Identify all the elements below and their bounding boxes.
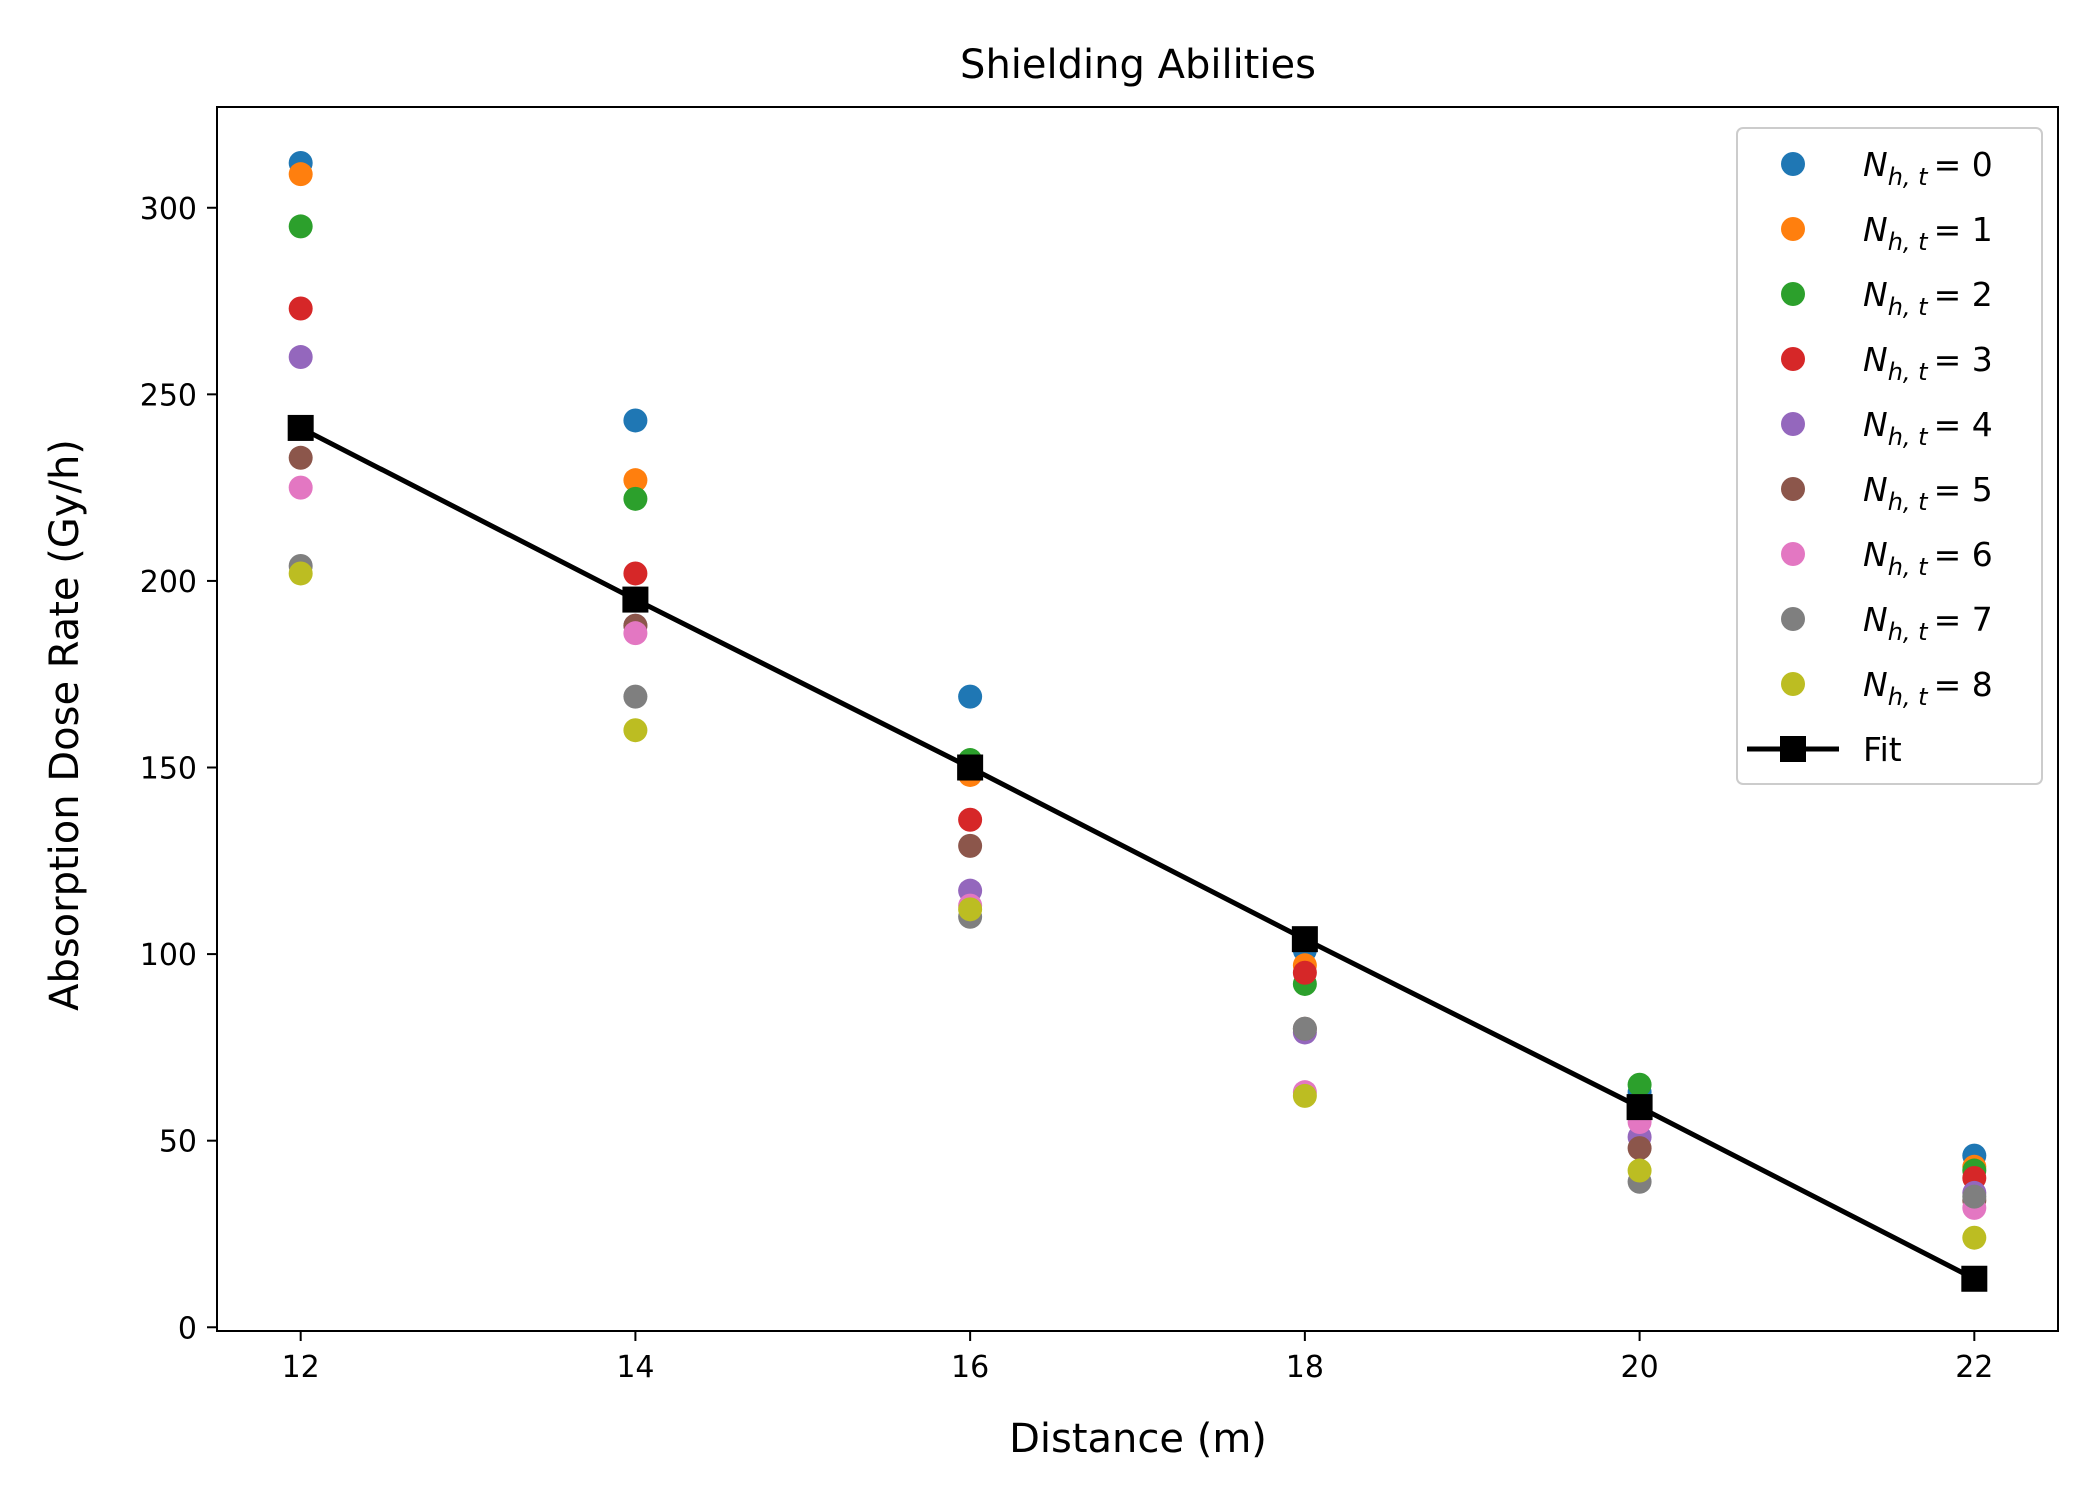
point-series-0-2	[958, 684, 983, 709]
y-tick-label-2: 100	[140, 938, 197, 973]
point-series-8-1	[623, 718, 648, 743]
series-0	[288, 150, 1987, 1168]
point-series-8-4	[1627, 1158, 1652, 1183]
legend-label-2: Nh, t = 2	[1863, 275, 1993, 321]
fit-point-5	[1961, 1265, 1988, 1292]
point-series-8-5	[1962, 1225, 1987, 1250]
legend-marker-0	[1781, 152, 1805, 176]
y-tick-label-6: 300	[140, 192, 197, 227]
point-series-2-0	[288, 214, 313, 239]
x-tick-label-5: 22	[1955, 1350, 1993, 1385]
point-series-1-1	[623, 468, 648, 493]
series-2	[288, 214, 1987, 1183]
fit-point-2	[957, 754, 984, 781]
x-axis-label: Distance (m)	[1009, 1416, 1267, 1462]
point-series-8-2	[958, 897, 983, 922]
series-5	[288, 445, 1987, 1213]
legend-marker-5	[1781, 477, 1805, 501]
x-tick-label-4: 20	[1620, 1350, 1658, 1385]
y-tick-label-0: 0	[178, 1311, 197, 1346]
legend-label-6: Nh, t = 6	[1863, 535, 1993, 581]
x-tick-label-0: 12	[282, 1350, 320, 1385]
legend-label-3: Nh, t = 3	[1863, 340, 1993, 386]
series-7	[288, 554, 1987, 1209]
point-series-3-2	[958, 807, 983, 832]
point-series-4-0	[288, 345, 313, 370]
point-series-0-1	[623, 408, 648, 433]
point-series-7-3	[1292, 1016, 1317, 1041]
point-series-2-1	[623, 486, 648, 511]
series-3	[288, 296, 1987, 1190]
legend-marker-2	[1781, 282, 1805, 306]
point-series-7-5	[1962, 1184, 1987, 1209]
legend-marker-8	[1781, 672, 1805, 696]
series-6	[288, 475, 1987, 1220]
legend-label-8: Nh, t = 8	[1863, 665, 1993, 711]
fit-point-0	[287, 414, 314, 441]
point-series-5-4	[1627, 1136, 1652, 1161]
series-4	[288, 345, 1987, 1205]
legend-fit-marker	[1780, 736, 1806, 762]
legend-marker-7	[1781, 607, 1805, 631]
legend-label-7: Nh, t = 7	[1863, 600, 1993, 646]
legend-marker-3	[1781, 347, 1805, 371]
legend-label-0: Nh, t = 0	[1863, 145, 1993, 191]
x-tick-label-1: 14	[616, 1350, 654, 1385]
plot-frame	[216, 106, 2059, 1332]
point-series-6-0	[288, 475, 313, 500]
point-series-5-0	[288, 445, 313, 470]
point-series-6-1	[623, 621, 648, 646]
point-series-8-0	[288, 561, 313, 586]
point-series-7-1	[623, 684, 648, 709]
fit-point-4	[1626, 1094, 1653, 1121]
x-tick-label-3: 18	[1286, 1350, 1324, 1385]
y-tick-label-3: 150	[140, 752, 197, 787]
point-series-3-1	[623, 561, 648, 586]
legend-marker-1	[1781, 217, 1805, 241]
legend-label-4: Nh, t = 4	[1863, 405, 1993, 451]
point-series-8-3	[1292, 1083, 1317, 1108]
plot-area	[287, 150, 1988, 1292]
y-tick-label-5: 250	[140, 378, 197, 413]
point-series-3-0	[288, 296, 313, 321]
legend-label-5: Nh, t = 5	[1863, 470, 1993, 516]
point-series-3-3	[1292, 960, 1317, 985]
fit-point-1	[622, 586, 649, 613]
fit-line	[299, 425, 1976, 1281]
y-tick-label-1: 50	[159, 1125, 197, 1160]
point-series-1-0	[288, 162, 313, 187]
fit-series	[287, 414, 1988, 1292]
legend-label-1: Nh, t = 1	[1863, 210, 1993, 256]
legend-label-fit: Fit	[1863, 730, 1902, 769]
legend-marker-6	[1781, 542, 1805, 566]
y-axis-label: Absorption Dose Rate (Gy/h)	[42, 439, 88, 1011]
legend-box	[1736, 127, 2043, 785]
y-tick-label-4: 200	[140, 565, 197, 600]
legend-marker-4	[1781, 412, 1805, 436]
point-series-5-2	[958, 833, 983, 858]
axes: 12 14 16 18 20 22 0 50 100 150 200 250 300	[140, 106, 2059, 1385]
chart-title: Shielding Abilities	[960, 42, 1316, 88]
x-tick-label-2: 16	[951, 1350, 989, 1385]
series-8	[288, 561, 1987, 1250]
series-1	[288, 162, 1987, 1179]
point-series-2-4	[1627, 1072, 1652, 1097]
fit-point-3	[1291, 926, 1318, 953]
legend: Nh, t = 0 Nh, t = 1 Nh, t = 2 Nh, t = 3 Nh, t = 4…	[1736, 127, 2043, 785]
